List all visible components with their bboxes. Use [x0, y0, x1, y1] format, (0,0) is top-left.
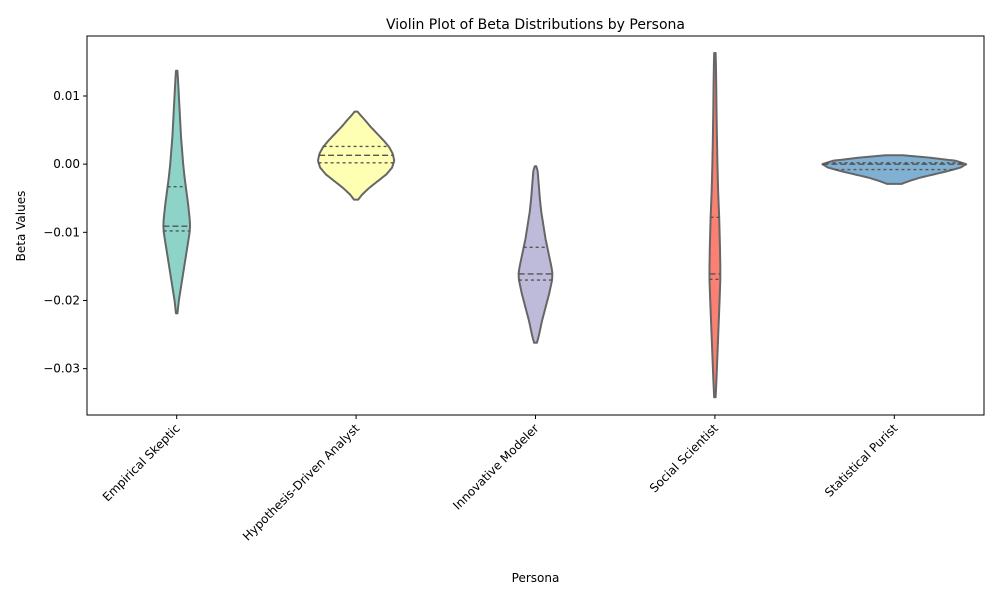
violin-social-scientist [708, 52, 722, 399]
y-axis-title: Beta Values [14, 191, 28, 262]
y-axis: 0.01 0.00 −0.01 −0.02 −0.03 [43, 89, 87, 376]
violin-innovative-modeler [517, 165, 554, 344]
x-axis-title: Persona [512, 571, 560, 585]
quartile-lines-layer [163, 145, 967, 281]
y-tick-label: 0.00 [53, 157, 80, 171]
y-tick-label: −0.03 [43, 362, 80, 376]
violin-empirical-skeptic [162, 69, 192, 315]
chart-title: Violin Plot of Beta Distributions by Per… [386, 17, 685, 33]
y-tick-label: −0.02 [43, 293, 80, 307]
y-tick-label: −0.01 [43, 225, 80, 239]
y-tick-label: 0.01 [53, 89, 80, 103]
